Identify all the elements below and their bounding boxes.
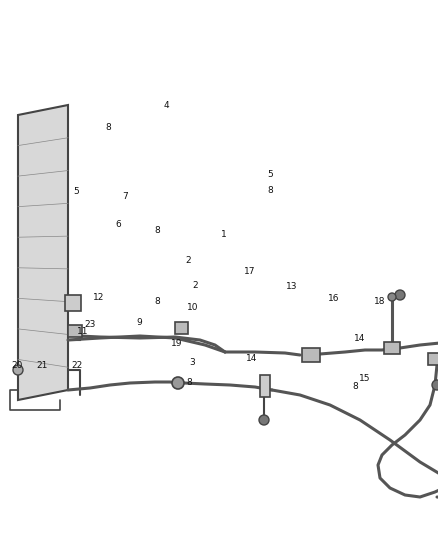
Circle shape [432, 380, 438, 390]
Text: 7: 7 [122, 192, 128, 200]
Text: 2: 2 [192, 281, 198, 289]
FancyBboxPatch shape [260, 375, 270, 397]
Text: 8: 8 [106, 124, 112, 132]
Circle shape [388, 293, 396, 301]
Text: 8: 8 [353, 382, 359, 391]
Text: 10: 10 [187, 303, 198, 311]
Text: 15: 15 [359, 374, 370, 383]
FancyBboxPatch shape [384, 342, 400, 354]
FancyBboxPatch shape [302, 348, 320, 362]
Circle shape [395, 290, 405, 300]
Text: 21: 21 [36, 361, 48, 370]
Text: 9: 9 [136, 319, 142, 327]
Text: 18: 18 [374, 297, 386, 305]
Text: 6: 6 [115, 221, 121, 229]
FancyBboxPatch shape [68, 325, 82, 337]
Text: 14: 14 [353, 334, 365, 343]
Text: 16: 16 [328, 294, 339, 303]
Text: 13: 13 [286, 282, 297, 291]
Text: 8: 8 [154, 297, 160, 306]
Text: 5: 5 [267, 171, 273, 179]
Text: 2: 2 [186, 256, 191, 264]
Text: 14: 14 [246, 354, 258, 362]
Polygon shape [18, 105, 68, 400]
Text: 17: 17 [244, 268, 255, 276]
Text: 5: 5 [74, 188, 80, 196]
Text: 1: 1 [220, 230, 226, 239]
Text: 4: 4 [164, 101, 169, 110]
Text: 11: 11 [77, 327, 88, 336]
Circle shape [13, 365, 23, 375]
Text: 8: 8 [186, 378, 192, 387]
Text: 8: 8 [267, 187, 273, 195]
Circle shape [172, 377, 184, 389]
Text: 20: 20 [11, 361, 22, 370]
Text: 8: 8 [154, 226, 160, 235]
FancyBboxPatch shape [428, 353, 438, 365]
Circle shape [259, 415, 269, 425]
Text: 19: 19 [171, 340, 182, 348]
FancyBboxPatch shape [175, 322, 188, 334]
Text: 22: 22 [71, 361, 82, 370]
FancyBboxPatch shape [65, 295, 81, 311]
Text: 3: 3 [189, 358, 195, 367]
Text: 12: 12 [93, 293, 104, 302]
Text: 23: 23 [84, 320, 95, 328]
